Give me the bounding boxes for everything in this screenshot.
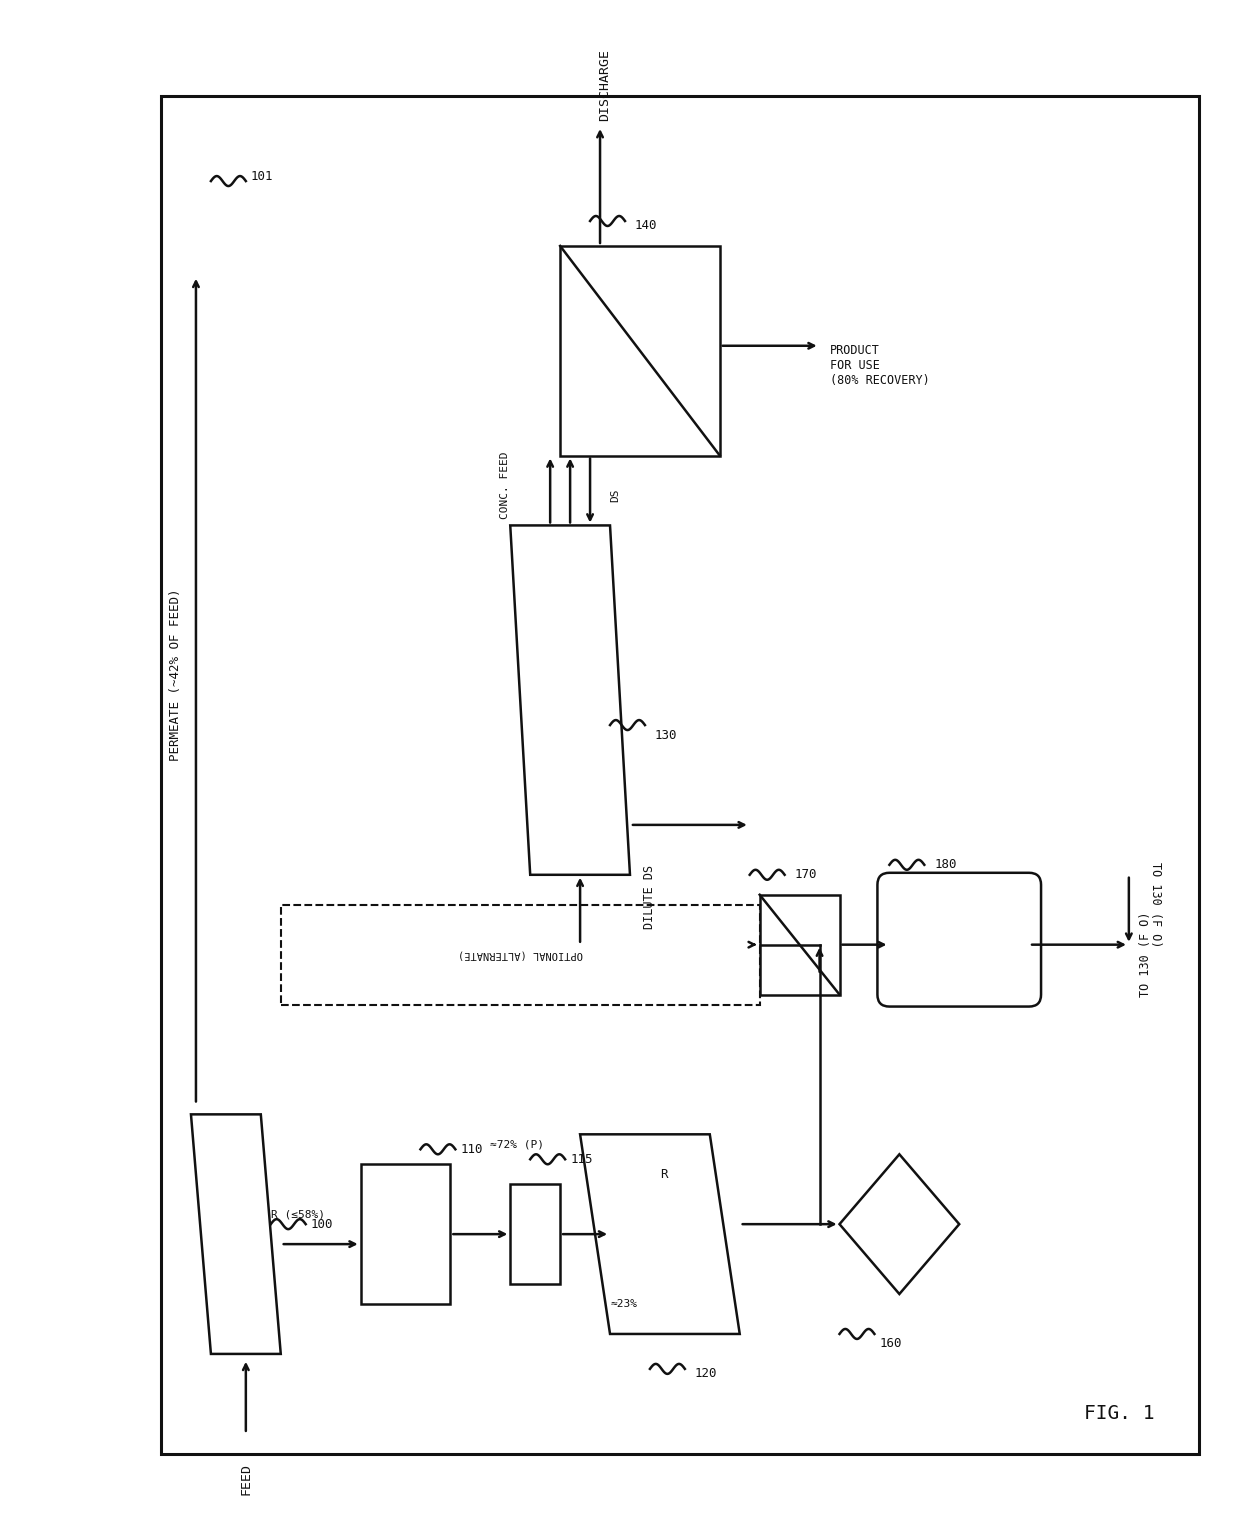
- Text: DILUTE DS: DILUTE DS: [644, 865, 656, 929]
- Polygon shape: [839, 1154, 960, 1295]
- Text: 170: 170: [795, 868, 817, 881]
- Polygon shape: [510, 526, 630, 875]
- Text: 110: 110: [460, 1142, 482, 1156]
- Text: 140: 140: [635, 220, 657, 232]
- Text: 115: 115: [570, 1153, 593, 1165]
- Text: FEED: FEED: [239, 1462, 253, 1494]
- Bar: [760, 895, 839, 994]
- Text: ≈23%: ≈23%: [610, 1299, 637, 1308]
- Text: DISCHARGE: DISCHARGE: [599, 49, 611, 120]
- Text: FIG. 1: FIG. 1: [1084, 1405, 1154, 1423]
- FancyBboxPatch shape: [878, 872, 1042, 1007]
- Bar: [510, 1185, 560, 1284]
- Text: DS: DS: [610, 488, 620, 502]
- Polygon shape: [191, 1115, 280, 1354]
- Text: 100: 100: [311, 1217, 334, 1231]
- Bar: [161, 96, 1199, 1453]
- Bar: [361, 1164, 450, 1304]
- Text: CONC. FEED: CONC. FEED: [500, 451, 510, 518]
- Text: 130: 130: [655, 729, 677, 741]
- Text: TO 130 (F O): TO 130 (F O): [1148, 862, 1162, 947]
- Polygon shape: [580, 1135, 740, 1334]
- Bar: [560, 246, 719, 456]
- Text: 120: 120: [694, 1368, 717, 1380]
- Text: 160: 160: [879, 1337, 901, 1351]
- Bar: [280, 904, 760, 1005]
- Text: 180: 180: [934, 859, 957, 871]
- Text: R: R: [660, 1168, 667, 1180]
- Text: OPTIONAL (ALTERNATE): OPTIONAL (ALTERNATE): [458, 950, 583, 959]
- Text: R (≤58%): R (≤58%): [270, 1209, 325, 1218]
- Text: PRODUCT
FOR USE
(80% RECOVERY): PRODUCT FOR USE (80% RECOVERY): [830, 345, 929, 387]
- Text: PERMEATE (~42% OF FEED): PERMEATE (~42% OF FEED): [170, 589, 182, 761]
- Text: TO 130 (F O): TO 130 (F O): [1138, 912, 1152, 997]
- Text: ≈72% (P): ≈72% (P): [490, 1139, 544, 1150]
- Text: 101: 101: [250, 169, 273, 183]
